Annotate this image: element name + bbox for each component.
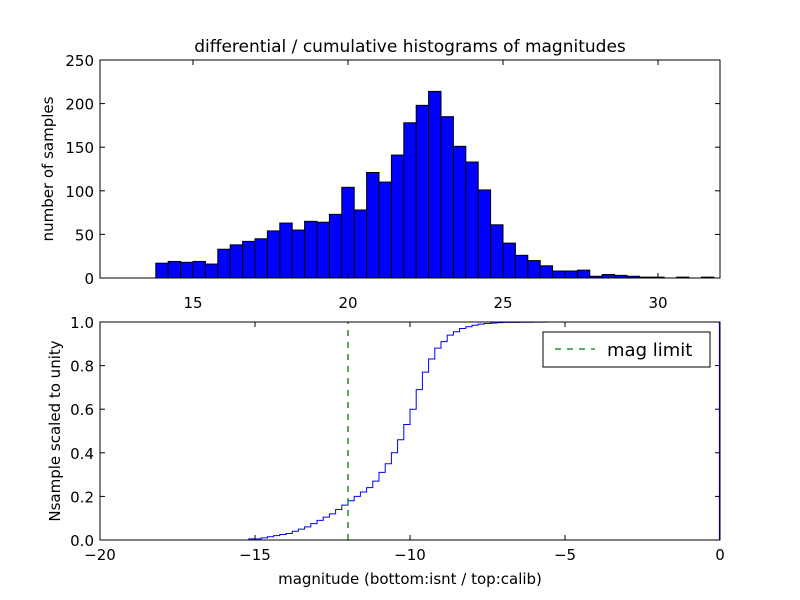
histogram-bar xyxy=(316,221,330,279)
bottom-ytick-label: 1.0 xyxy=(70,314,94,332)
top-chart-ylabel: number of samples xyxy=(39,96,57,241)
histogram-bar xyxy=(552,270,566,279)
top-chart-ticks: 15 20 25 30 0 50 100 150 200 250 xyxy=(65,52,720,312)
histogram-bar xyxy=(415,104,430,279)
bottom-chart-ylabel: Nsample scaled to unity xyxy=(46,340,64,521)
top-chart-frame xyxy=(99,59,721,279)
histogram-bar xyxy=(155,262,169,279)
histogram-bar xyxy=(452,145,467,279)
bottom-xtick-label: −10 xyxy=(394,546,426,564)
top-ytick-label: 200 xyxy=(65,96,94,114)
histogram-bar xyxy=(328,213,343,279)
histogram-bar xyxy=(601,274,616,279)
bottom-ytick-label: 0.6 xyxy=(70,401,94,419)
bottom-ytick-label: 0.4 xyxy=(70,445,94,463)
bottom-ytick-label: 0.2 xyxy=(70,488,94,506)
bottom-cumulative-chart: −20 −15 −10 −5 0 0.0 0.2 0.4 0.6 0.8 1.0 magnitude… xyxy=(46,314,725,588)
top-ytick-label: 250 xyxy=(65,52,94,70)
histogram-bar xyxy=(304,220,318,279)
histogram-bar xyxy=(229,244,244,279)
histogram-bar xyxy=(576,269,591,279)
histogram-bar xyxy=(514,254,529,279)
bottom-xtick-label: 0 xyxy=(715,546,725,564)
top-ytick-label: 50 xyxy=(75,226,94,244)
top-ytick-label: 0 xyxy=(84,270,94,288)
histogram-bars xyxy=(155,90,715,279)
histogram-bar xyxy=(564,270,578,279)
histogram-bar xyxy=(217,248,231,279)
histogram-bar xyxy=(353,209,368,279)
bottom-xtick-label: −15 xyxy=(239,546,271,564)
histogram-bar xyxy=(502,242,516,279)
histogram-bar xyxy=(539,265,554,279)
histogram-bar xyxy=(291,229,306,279)
cumulative-step-line xyxy=(100,321,720,541)
legend-label-mag-limit: mag limit xyxy=(607,340,692,361)
top-ytick-label: 150 xyxy=(65,139,94,157)
histogram-bar xyxy=(428,90,442,279)
histogram-bar xyxy=(180,261,194,279)
bottom-chart-ticks: −20 −15 −10 −5 0 0.0 0.2 0.4 0.6 0.8 1.0 xyxy=(70,314,725,564)
histogram-bar xyxy=(403,122,417,279)
legend: mag limit xyxy=(542,331,711,368)
histogram-bar xyxy=(341,186,355,279)
bottom-chart-frame xyxy=(99,321,721,541)
top-xtick-label: 20 xyxy=(338,294,357,312)
histogram-bar xyxy=(266,230,281,279)
histogram-bar xyxy=(279,222,293,279)
histogram-bar xyxy=(254,238,268,279)
histogram-bar xyxy=(167,260,182,279)
histogram-bar xyxy=(192,260,206,279)
top-xtick-label: 15 xyxy=(183,294,202,312)
histogram-bar xyxy=(366,171,380,279)
top-xtick-label: 25 xyxy=(493,294,512,312)
bottom-xtick-label: −5 xyxy=(554,546,576,564)
bottom-chart-xlabel: magnitude (bottom:isnt / top:calib) xyxy=(278,570,542,588)
histogram-bar xyxy=(390,154,405,279)
histogram-bar xyxy=(477,189,492,279)
histogram-bar xyxy=(465,161,479,279)
bottom-ytick-label: 0.8 xyxy=(70,358,94,376)
top-histogram: differential / cumulative histograms of … xyxy=(39,37,721,312)
cumulative-lines xyxy=(100,321,720,541)
top-xtick-label: 30 xyxy=(648,294,667,312)
bottom-ytick-label: 0.0 xyxy=(70,532,94,550)
top-ytick-label: 100 xyxy=(65,183,94,201)
histogram-bar xyxy=(204,263,219,279)
histogram-bar xyxy=(242,240,256,279)
histogram-bar xyxy=(490,224,504,279)
top-chart-title: differential / cumulative histograms of … xyxy=(194,37,626,57)
histogram-bar xyxy=(440,116,454,279)
histogram-bar xyxy=(378,181,392,279)
histogram-bar xyxy=(527,260,541,279)
bottom-xtick-label: −20 xyxy=(84,546,116,564)
